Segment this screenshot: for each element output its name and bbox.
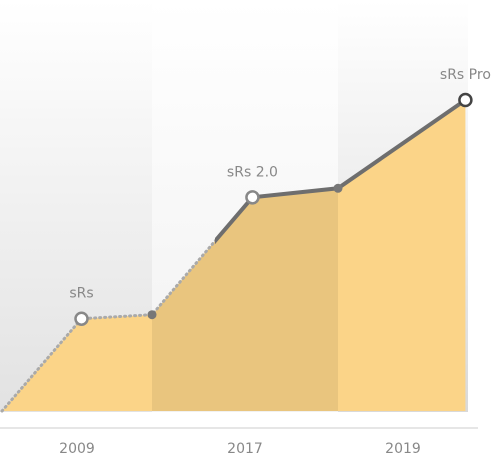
point <box>245 190 260 205</box>
point <box>74 311 89 326</box>
x-tick-label: 2019 <box>385 441 421 455</box>
x-tick-label: 2009 <box>59 441 95 455</box>
area <box>2 100 466 411</box>
line <box>215 98 467 245</box>
area-shade <box>152 188 338 411</box>
point <box>458 92 473 108</box>
point <box>333 183 343 193</box>
point-label: sRs 2.0 <box>227 164 278 180</box>
point-label: sRs Pro <box>440 67 491 83</box>
point-label: sRs <box>69 286 93 302</box>
point <box>147 310 157 320</box>
x-tick-label: 2017 <box>227 441 263 455</box>
line-dotted <box>0 238 215 413</box>
